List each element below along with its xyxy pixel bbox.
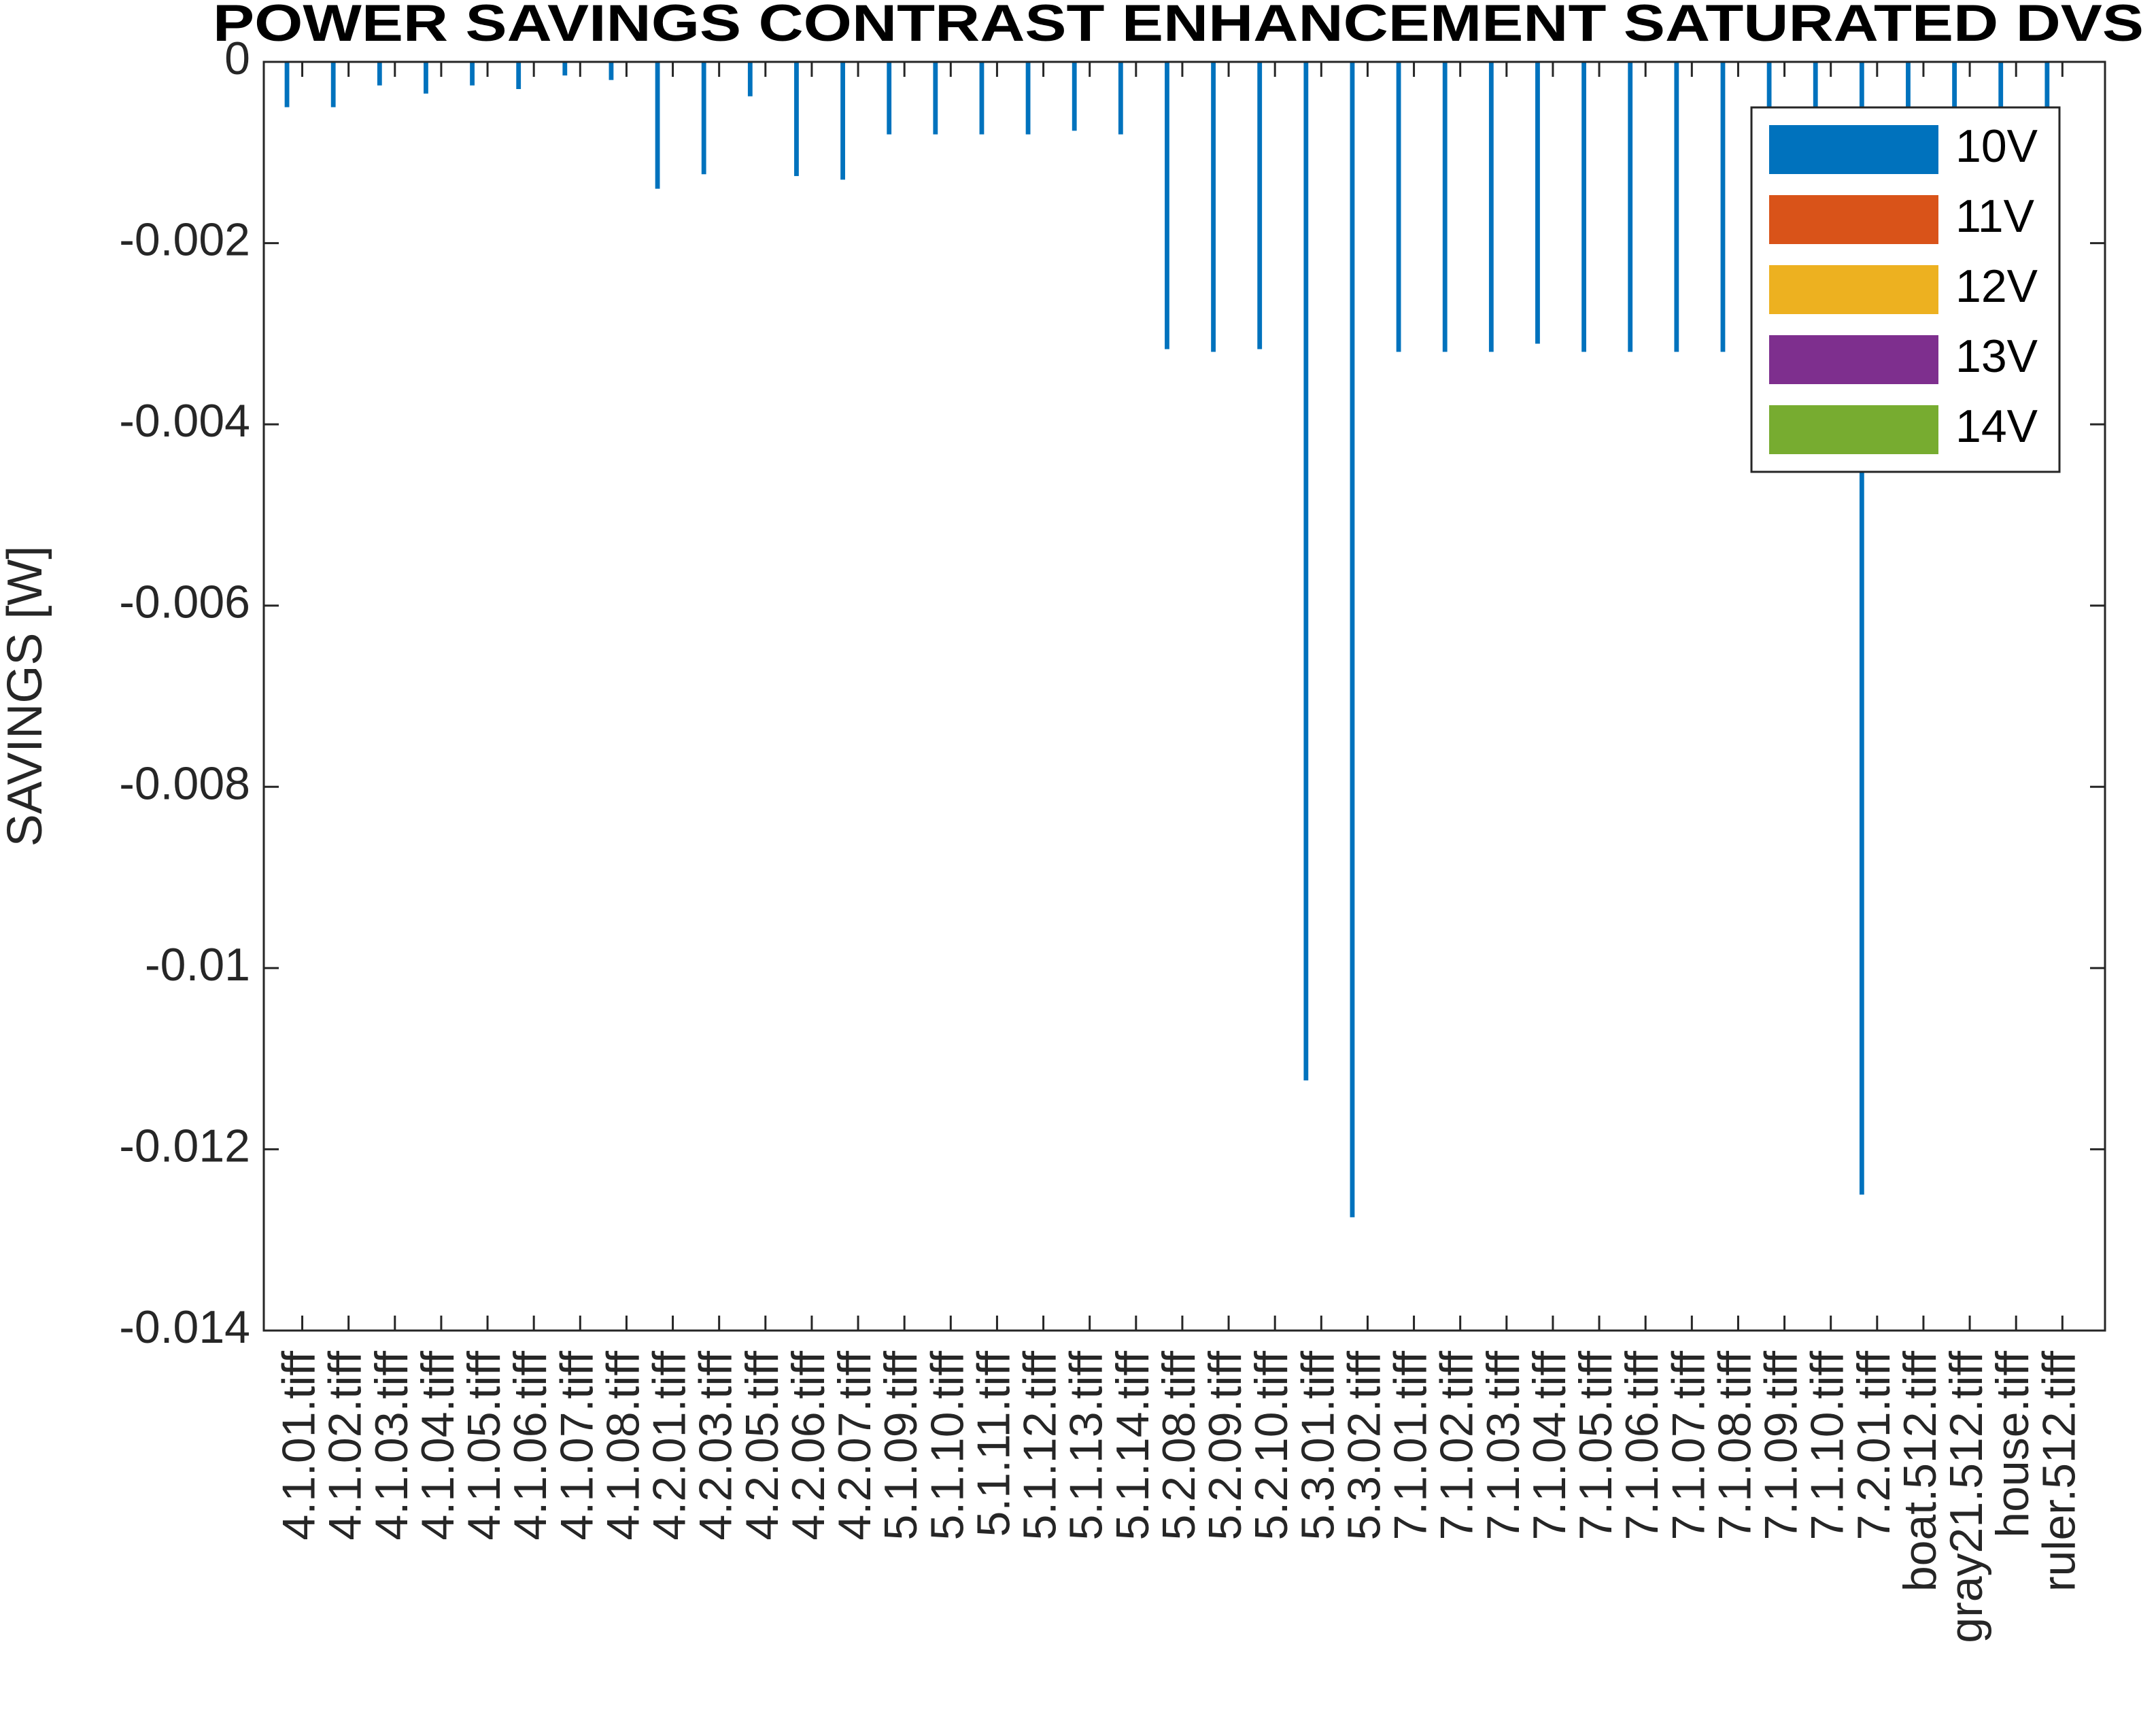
bar [562, 62, 568, 75]
bar [424, 62, 428, 94]
x-tick-label: 4.2.01.tiff [644, 1351, 696, 1541]
x-tick-label: house.tiff [1987, 1351, 2038, 1538]
legend-swatch [1769, 405, 1938, 454]
bar [933, 62, 938, 135]
x-tick-label: 7.1.09.tiff [1756, 1351, 1807, 1541]
legend-swatch [1769, 335, 1938, 384]
y-tick-label: -0.004 [119, 395, 250, 447]
bar [1442, 62, 1448, 352]
bar [1581, 62, 1586, 352]
bar [1211, 62, 1216, 352]
x-tick-label: 7.1.01.tiff [1385, 1351, 1437, 1541]
legend-label: 12V [1955, 260, 2038, 312]
x-tick-label: 7.1.04.tiff [1524, 1351, 1575, 1541]
y-tick-label: -0.008 [119, 757, 250, 809]
x-tick-label: 4.1.02.tiff [320, 1351, 371, 1541]
bar [1350, 62, 1355, 1218]
bar [470, 62, 475, 86]
bar [1859, 62, 1864, 1195]
bar [1165, 62, 1169, 349]
x-tick-label: 7.1.08.tiff [1709, 1351, 1760, 1541]
legend-label: 10V [1955, 120, 2038, 172]
legend-swatch [1769, 265, 1938, 314]
y-tick-label: -0.006 [119, 577, 250, 628]
bar [840, 62, 845, 180]
x-tick-label: 4.1.05.tiff [458, 1351, 510, 1541]
x-tick-label: 4.1.08.tiff [597, 1351, 649, 1541]
x-tick-label: 5.1.09.tiff [875, 1351, 927, 1541]
x-tick-label: 4.2.03.tiff [690, 1351, 742, 1541]
x-tick-label: 4.1.06.tiff [504, 1351, 556, 1541]
plot-frame [262, 61, 2106, 1332]
x-tick-label: 7.1.05.tiff [1570, 1351, 1622, 1541]
legend-label: 11V [1955, 190, 2035, 242]
legend-swatch [1769, 195, 1938, 244]
x-tick-label: boat.512.tiff [1894, 1351, 1946, 1592]
x-tick-label: 5.1.11.tiff [968, 1351, 1019, 1537]
x-tick-label: 4.1.03.tiff [366, 1351, 417, 1541]
legend-swatch [1769, 125, 1938, 174]
x-tick-label: 7.1.06.tiff [1616, 1351, 1668, 1541]
x-tick-label: gray21.512.tiff [1940, 1351, 1992, 1643]
x-tick-label: 7.2.01.tiff [1848, 1351, 1900, 1541]
x-tick-label: ruler.512.tiff [2033, 1351, 2085, 1592]
x-tick-label: 5.2.08.tiff [1153, 1351, 1205, 1541]
y-axis-label: SAVINGS [W] [0, 546, 52, 847]
bar [1674, 62, 1679, 352]
bar [794, 62, 799, 176]
bar [377, 62, 382, 86]
x-tick-label: 4.1.07.tiff [551, 1351, 602, 1541]
x-tick-label: 5.3.02.tiff [1338, 1351, 1390, 1541]
x-tick-label: 5.3.01.tiff [1292, 1351, 1344, 1541]
bar [701, 62, 706, 175]
bar [1535, 62, 1540, 344]
x-tick-label: 4.1.01.tiff [273, 1351, 325, 1541]
y-tick-label: -0.01 [145, 939, 250, 991]
bar [1257, 62, 1263, 349]
y-tick-label: -0.012 [119, 1120, 250, 1171]
x-tick-label: 4.2.05.tiff [736, 1351, 788, 1541]
x-tick-label: 4.2.07.tiff [829, 1351, 880, 1541]
bar [1303, 62, 1309, 1081]
x-tick-label: 7.1.07.tiff [1662, 1351, 1714, 1541]
bar [1628, 62, 1633, 352]
x-tick-label: 5.2.10.tiff [1246, 1351, 1297, 1541]
legend-label: 14V [1955, 400, 2038, 452]
bar [1720, 62, 1726, 352]
chart-title: POWER SAVINGS CONTRAST ENHANCEMENT SATUR… [213, 0, 2144, 52]
bar [1072, 62, 1077, 131]
x-tick-label: 7.1.10.tiff [1802, 1351, 1853, 1541]
x-tick-label: 4.1.04.tiff [412, 1351, 464, 1541]
bar [887, 62, 892, 135]
bar [747, 62, 753, 97]
x-tick-label: 5.1.13.tiff [1061, 1351, 1112, 1541]
bar [284, 62, 290, 107]
bar [1396, 62, 1401, 352]
y-tick-label: -0.002 [119, 214, 250, 266]
bar [655, 62, 660, 189]
bar [1118, 62, 1123, 135]
x-tick-label: 7.1.03.tiff [1477, 1351, 1529, 1541]
bar [1025, 62, 1031, 135]
bar [979, 62, 985, 135]
y-tick-label: -0.014 [119, 1301, 250, 1353]
x-tick-label: 5.2.09.tiff [1199, 1351, 1251, 1541]
bar [1488, 62, 1494, 352]
bar [330, 62, 336, 107]
bar [516, 62, 521, 89]
bar [609, 62, 614, 80]
x-tick-label: 5.1.10.tiff [921, 1351, 973, 1541]
x-tick-label: 5.1.14.tiff [1107, 1351, 1159, 1541]
x-tick-label: 7.1.02.tiff [1431, 1351, 1483, 1541]
legend-label: 13V [1955, 330, 2038, 382]
x-tick-label: 5.1.12.tiff [1014, 1351, 1066, 1541]
x-tick-label: 4.2.06.tiff [783, 1351, 834, 1541]
y-tick-label: 0 [224, 33, 250, 84]
